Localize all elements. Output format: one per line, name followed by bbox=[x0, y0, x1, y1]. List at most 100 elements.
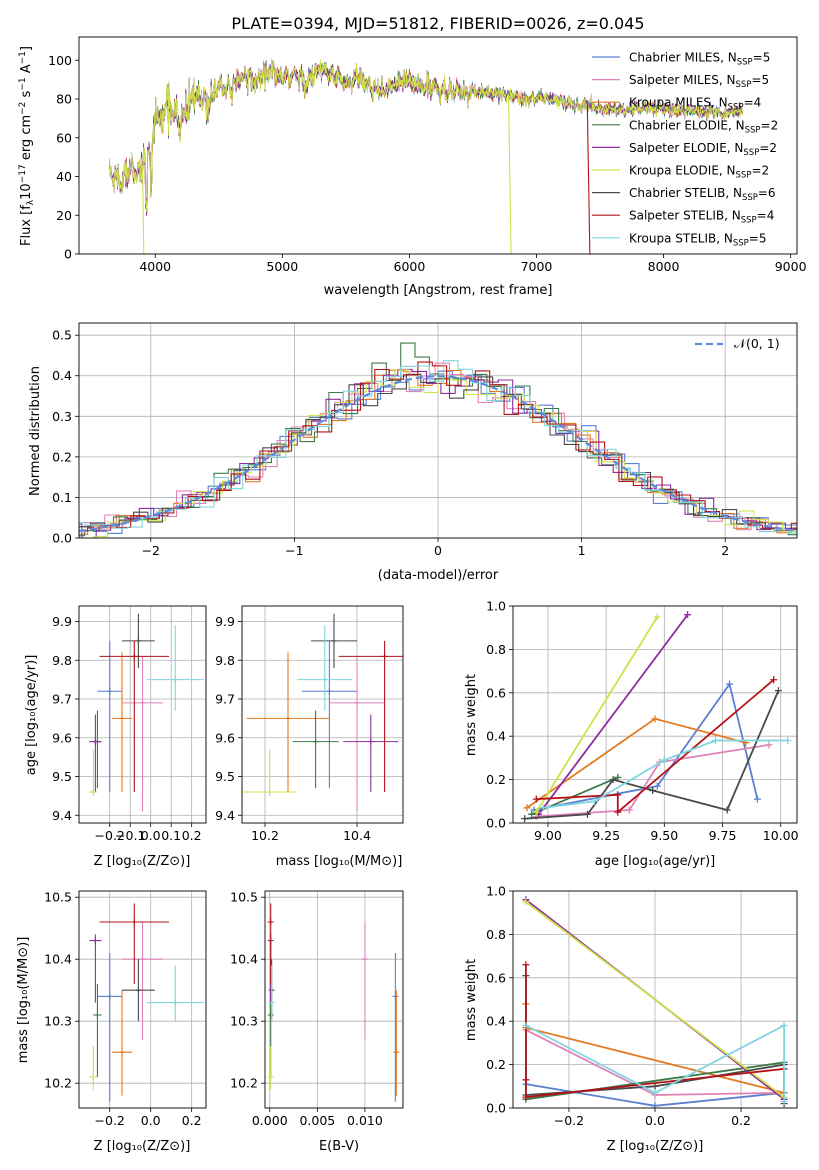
data-point bbox=[367, 738, 374, 745]
series-point bbox=[780, 1022, 788, 1030]
x-axis-label: E(B-V) bbox=[319, 1139, 359, 1154]
x-axis-label: age [log₁₀(age/yr)] bbox=[595, 854, 716, 869]
y-tick-label: 9.6 bbox=[215, 730, 235, 745]
series-point bbox=[523, 804, 531, 812]
x-tick-label: 9.25 bbox=[592, 828, 620, 843]
series-point bbox=[712, 737, 720, 745]
series-point bbox=[765, 741, 773, 749]
y-tick-label: 10.4 bbox=[44, 952, 72, 967]
data-point bbox=[139, 699, 146, 706]
series-point bbox=[522, 1076, 530, 1084]
x-axis-label: Z [log₁₀(Z/Z⊙)] bbox=[94, 1139, 191, 1154]
weight-vs-z-panel: −0.2 0.0 0.2 0.0 0.2 0.4 0.6 0.8 1.0 Z [log₁₀(Z/Z… bbox=[464, 884, 798, 1154]
series-point bbox=[625, 806, 633, 814]
y-tick-label: 0.4 bbox=[486, 1014, 506, 1029]
y-tick-label: 0.2 bbox=[52, 449, 72, 464]
data-point bbox=[381, 653, 388, 660]
series-line bbox=[524, 690, 780, 820]
label-part: SSP bbox=[745, 125, 761, 135]
x-tick-label: 10.00 bbox=[763, 828, 799, 843]
figure-title: PLATE=0394, MJD=51812, FIBERID=0026, z=0… bbox=[231, 14, 644, 33]
data-point bbox=[267, 919, 274, 925]
label-part: Salpeter STELIB, N bbox=[629, 209, 741, 223]
label-part: Flux [f bbox=[19, 205, 34, 246]
series-point bbox=[780, 1097, 788, 1105]
series-point bbox=[725, 680, 733, 688]
series-point bbox=[521, 815, 529, 823]
label-part: SSP bbox=[737, 58, 753, 68]
legend-label: Kroupa STELIB, NSSP=5 bbox=[629, 231, 767, 248]
plot-area bbox=[521, 611, 792, 823]
label-part: =2 bbox=[761, 118, 779, 132]
data-point bbox=[106, 688, 113, 695]
data-point bbox=[90, 789, 97, 795]
y-tick-label: 0.8 bbox=[486, 642, 506, 657]
x-tick-label: −1 bbox=[285, 543, 303, 558]
data-point bbox=[267, 1012, 274, 1018]
y-tick-label: 9.5 bbox=[215, 769, 235, 784]
spectrum-panel: 4000 5000 6000 7000 8000 9000 0 20 40 60 80 100 wave… bbox=[18, 36, 807, 298]
x-tick-label: 1 bbox=[578, 543, 586, 558]
series-point bbox=[651, 1102, 659, 1108]
x-tick-label: 5000 bbox=[266, 259, 298, 274]
age-vs-mass-panel: 10.2 10.4 9.4 9.5 9.6 9.7 9.8 9.9 mass [log₁₀(M/… bbox=[215, 605, 404, 869]
x-tick-label: 0.0 bbox=[141, 1113, 161, 1128]
spectrum-line bbox=[109, 57, 743, 213]
panels-layer: 4000 5000 6000 7000 8000 9000020406080100wave… bbox=[16, 36, 807, 1154]
series-point bbox=[651, 715, 659, 723]
x-tick-label: −0.2 bbox=[554, 1113, 584, 1128]
axes-frame bbox=[78, 605, 207, 824]
label-part: SSP bbox=[728, 103, 744, 113]
plot-area bbox=[89, 613, 204, 812]
y-tick-label: 0.3 bbox=[52, 409, 72, 424]
histogram-steps bbox=[79, 368, 797, 538]
series-point bbox=[522, 1093, 530, 1101]
series-point bbox=[653, 613, 661, 621]
plot-area bbox=[522, 896, 788, 1108]
series-point bbox=[660, 756, 668, 764]
x-axis-label: Z [log₁₀(Z/Z⊙)] bbox=[94, 854, 191, 869]
y-axis-label: Flux [fλ10−17 erg cm−2 s−1 A−1] bbox=[18, 46, 36, 246]
series-point bbox=[614, 791, 622, 799]
y-tick-label: 9.4 bbox=[215, 808, 235, 823]
y-tick-label: 0.8 bbox=[486, 927, 506, 942]
x-tick-label: 0.0 bbox=[645, 1113, 665, 1128]
spectrum-drop bbox=[507, 95, 514, 254]
series-point bbox=[539, 804, 547, 812]
legend-label: Chabrier STELIB, NSSP=6 bbox=[629, 186, 776, 203]
label-part: =2 bbox=[759, 141, 777, 155]
y-tick-label: 10.5 bbox=[44, 890, 72, 905]
y-tick-label: 9.8 bbox=[52, 653, 72, 668]
data-point bbox=[267, 1074, 274, 1080]
x-tick-label: 0.2 bbox=[182, 1113, 202, 1128]
y-axis-label: mass weight bbox=[464, 674, 479, 756]
x-tick-label: 2 bbox=[721, 543, 729, 558]
x-tick-label: −0.2 bbox=[95, 828, 125, 843]
data-point bbox=[331, 637, 337, 644]
data-point bbox=[92, 738, 99, 745]
x-tick-label: 0.005 bbox=[299, 1113, 335, 1128]
axes-frame bbox=[512, 605, 798, 824]
label-part: s bbox=[19, 90, 34, 101]
histogram-steps bbox=[79, 361, 797, 532]
x-axis-label: Z [log₁₀(Z/Z⊙)] bbox=[607, 1139, 704, 1154]
legend-label: 𝒩(0, 1) bbox=[734, 336, 780, 351]
y-tick-label: 9.5 bbox=[52, 769, 72, 784]
x-tick-label: 0.2 bbox=[182, 828, 202, 843]
label-part: 10 bbox=[19, 183, 34, 200]
label-part: Salpeter MILES, N bbox=[629, 73, 736, 87]
data-point bbox=[393, 1049, 400, 1056]
data-point bbox=[106, 993, 113, 1000]
x-tick-label: 0 bbox=[434, 543, 442, 558]
legend-label: Kroupa ELODIE, NSSP=2 bbox=[629, 164, 769, 181]
series-point bbox=[774, 687, 782, 695]
series-point bbox=[532, 808, 540, 816]
y-tick-label: 0.2 bbox=[486, 1057, 506, 1072]
label-part: SSP bbox=[733, 238, 749, 248]
y-tick-label: 9.9 bbox=[52, 614, 72, 629]
label-part: Chabrier STELIB, N bbox=[629, 186, 742, 200]
series-line bbox=[525, 1024, 785, 1102]
x-tick-label: 6000 bbox=[394, 259, 426, 274]
y-tick-label: 9.9 bbox=[215, 614, 235, 629]
